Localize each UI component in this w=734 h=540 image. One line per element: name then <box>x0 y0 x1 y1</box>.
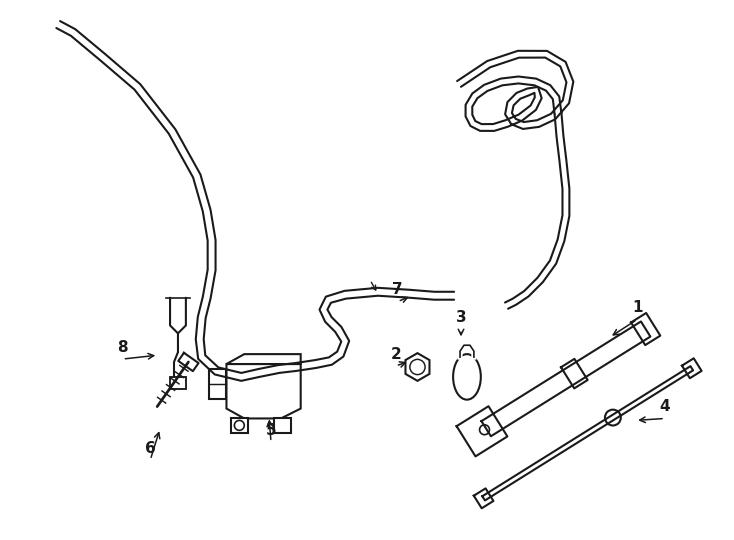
Polygon shape <box>208 369 227 399</box>
Text: 7: 7 <box>393 282 403 298</box>
Text: 5: 5 <box>266 423 276 438</box>
Polygon shape <box>231 418 248 433</box>
Text: 8: 8 <box>117 340 128 355</box>
Text: 4: 4 <box>660 399 670 414</box>
Polygon shape <box>405 353 429 381</box>
Polygon shape <box>227 364 301 418</box>
Polygon shape <box>482 321 650 436</box>
Polygon shape <box>682 359 702 378</box>
Circle shape <box>234 421 244 430</box>
Text: 2: 2 <box>390 347 401 362</box>
Polygon shape <box>178 353 198 371</box>
Polygon shape <box>227 354 301 364</box>
Circle shape <box>479 425 490 435</box>
Polygon shape <box>474 488 493 508</box>
Polygon shape <box>457 406 507 456</box>
Circle shape <box>410 360 425 375</box>
Circle shape <box>605 410 621 426</box>
Ellipse shape <box>453 354 481 400</box>
Polygon shape <box>561 359 588 388</box>
Polygon shape <box>482 366 693 501</box>
Polygon shape <box>274 418 291 433</box>
FancyBboxPatch shape <box>170 377 186 389</box>
Text: 3: 3 <box>456 310 466 325</box>
Text: 6: 6 <box>145 441 156 456</box>
Polygon shape <box>631 313 661 345</box>
Text: 1: 1 <box>632 300 642 315</box>
